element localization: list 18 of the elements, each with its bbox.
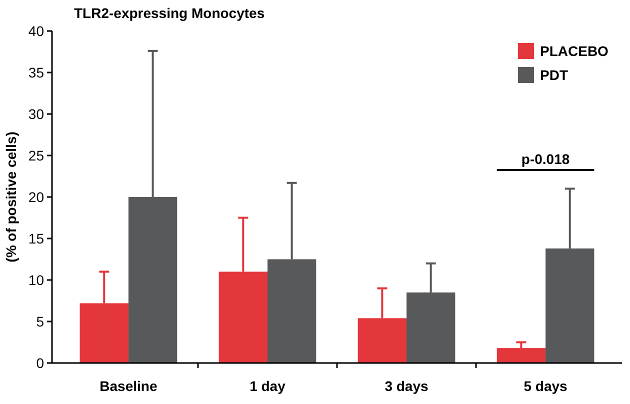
x-tick-label: 5 days <box>524 378 568 394</box>
legend-label: PDT <box>540 66 568 83</box>
annotation: p-0.018 <box>521 151 570 167</box>
y-tick-label: 10 <box>28 272 44 288</box>
x-tick-label: 1 day <box>250 378 286 394</box>
y-tick-label: 20 <box>28 188 44 205</box>
y-tick-label: 35 <box>28 64 44 80</box>
legend-label: PLACEBO <box>540 42 609 59</box>
chart-title: TLR2-expressing Monocytes <box>74 5 265 21</box>
y-tick-label: 5 <box>36 313 44 330</box>
y-tick-label: 0 <box>36 354 44 371</box>
y-tick-label: 30 <box>28 106 44 122</box>
y-axis-title: (% of positive cells) <box>3 132 19 262</box>
y-tick-label: 40 <box>28 22 44 39</box>
x-tick-label: Baseline <box>100 378 158 394</box>
y-tick-label: 15 <box>28 230 44 246</box>
x-tick-label: 3 days <box>384 378 429 394</box>
y-tick-label: 25 <box>28 147 44 164</box>
